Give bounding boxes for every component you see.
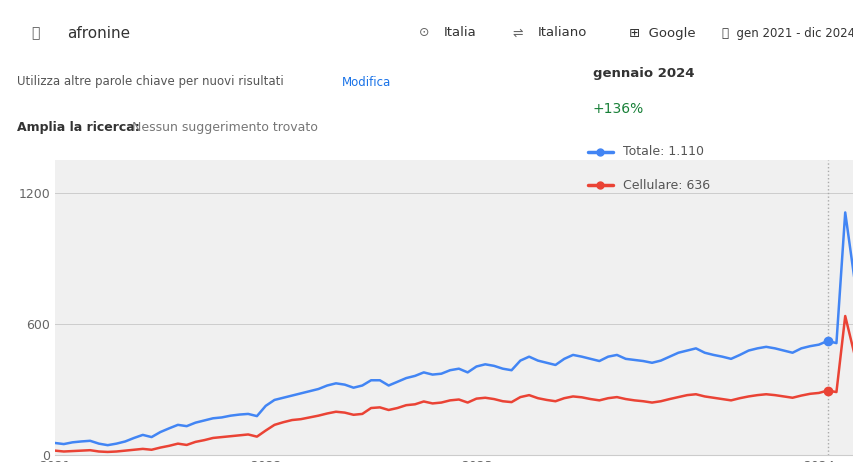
Text: 📅  gen 2021 - dic 2024: 📅 gen 2021 - dic 2024 bbox=[721, 26, 853, 39]
Text: Modifica: Modifica bbox=[341, 75, 391, 89]
Text: Italiano: Italiano bbox=[537, 26, 587, 39]
Text: Totale: 1.110: Totale: 1.110 bbox=[623, 146, 704, 158]
Text: Utilizza altre parole chiave per nuovi risultati: Utilizza altre parole chiave per nuovi r… bbox=[17, 75, 283, 89]
Text: +136%: +136% bbox=[592, 102, 643, 116]
Text: afronine: afronine bbox=[67, 25, 131, 41]
Text: ⇌: ⇌ bbox=[512, 26, 522, 39]
Text: Amplia la ricerca:: Amplia la ricerca: bbox=[17, 122, 140, 134]
Text: Italia: Italia bbox=[444, 26, 476, 39]
Text: 🔍: 🔍 bbox=[32, 26, 40, 40]
Text: Nessun suggerimento trovato: Nessun suggerimento trovato bbox=[132, 122, 318, 134]
Text: ⊙: ⊙ bbox=[418, 26, 428, 39]
Text: ⊞  Google: ⊞ Google bbox=[628, 26, 694, 39]
Text: gennaio 2024: gennaio 2024 bbox=[592, 67, 693, 80]
Text: Cellulare: 636: Cellulare: 636 bbox=[623, 179, 710, 192]
